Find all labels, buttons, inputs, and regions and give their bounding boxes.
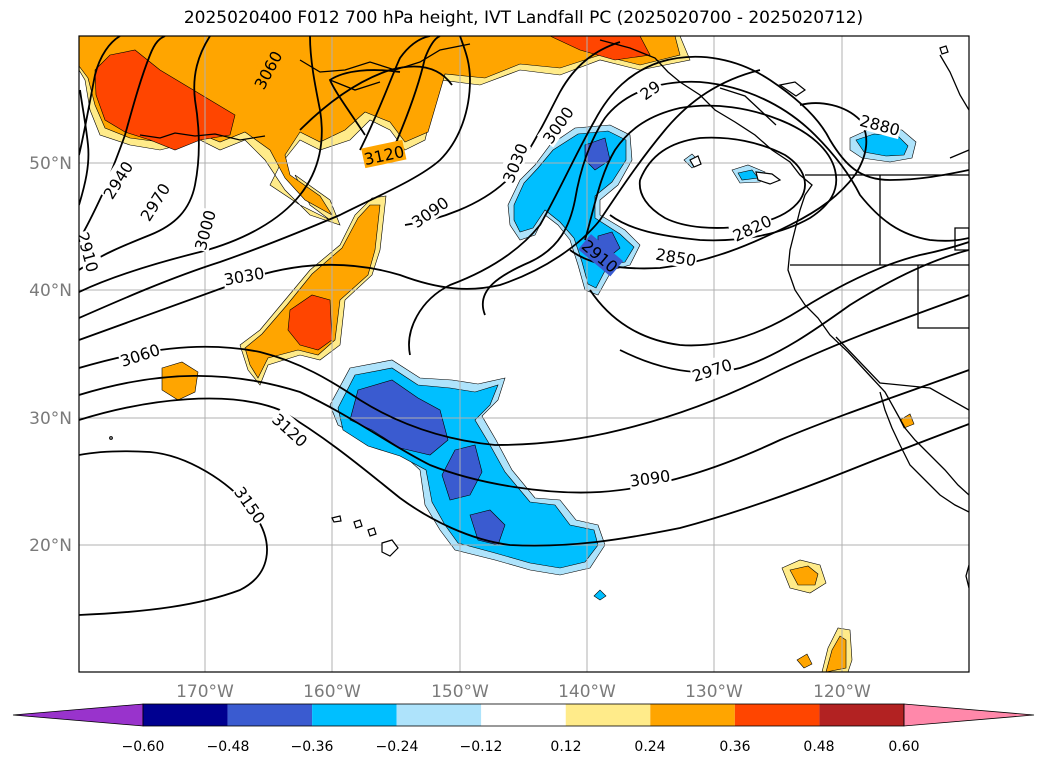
colorbar-cell — [819, 704, 904, 726]
latitude-labels: 50°N 40°N 30°N 20°N — [29, 154, 72, 556]
lat-label-40n: 40°N — [29, 281, 72, 301]
colorbar-cell — [481, 704, 566, 726]
colorbar-tick: 0.12 — [550, 739, 581, 755]
lon-label-140w: 140°W — [558, 682, 616, 702]
colorbar-cell — [143, 704, 228, 726]
colorbar-tick: −0.48 — [207, 739, 250, 755]
map-panel: 3060 3120 3090 3030 3000 2940 2970 3000 … — [79, 36, 969, 672]
colorbar-cell — [227, 704, 313, 726]
colorbar-cell — [565, 704, 651, 726]
islands — [109, 45, 949, 557]
map-title: 2025020400 F012 700 hPa height, IVT Land… — [183, 8, 864, 28]
longitude-labels: 170°W 160°W 150°W 140°W 130°W 120°W — [176, 682, 871, 702]
colorbar-tick: 0.48 — [803, 739, 834, 755]
coastlines — [139, 39, 969, 589]
lon-label-170w: 170°W — [176, 682, 234, 702]
lat-label-30n: 30°N — [29, 409, 72, 429]
colorbar-tick: −0.36 — [291, 739, 334, 755]
colorbar-cell — [312, 704, 397, 726]
lat-label-50n: 50°N — [29, 154, 72, 174]
colorbar-extend-high — [903, 703, 1035, 727]
lon-label-160w: 160°W — [303, 682, 361, 702]
colorbar-tick-labels: −0.60 −0.48 −0.36 −0.24 −0.12 0.12 0.24 … — [122, 739, 920, 755]
colorbar-extend-low — [12, 703, 144, 727]
lat-label-20n: 20°N — [29, 536, 72, 556]
lon-label-130w: 130°W — [685, 682, 743, 702]
colorbar-tick: 0.60 — [888, 739, 919, 755]
colorbar-outline — [142, 703, 905, 727]
colorbar-tick: −0.12 — [460, 739, 503, 755]
colorbar-tick: 0.24 — [634, 739, 665, 755]
colorbar: −0.60 −0.48 −0.36 −0.24 −0.12 0.12 0.24 … — [12, 703, 1035, 755]
colorbar-tick: −0.24 — [376, 739, 419, 755]
colorbar-tick: −0.60 — [122, 739, 165, 755]
colorbar-cell — [396, 704, 482, 726]
colorbar-tick: 0.36 — [719, 739, 750, 755]
colorbar-cell — [650, 704, 735, 726]
colorbar-cell — [734, 704, 820, 726]
map-frame — [78, 35, 970, 673]
lon-label-120w: 120°W — [813, 682, 871, 702]
map-gridlines — [79, 36, 969, 672]
lon-label-150w: 150°W — [431, 682, 489, 702]
